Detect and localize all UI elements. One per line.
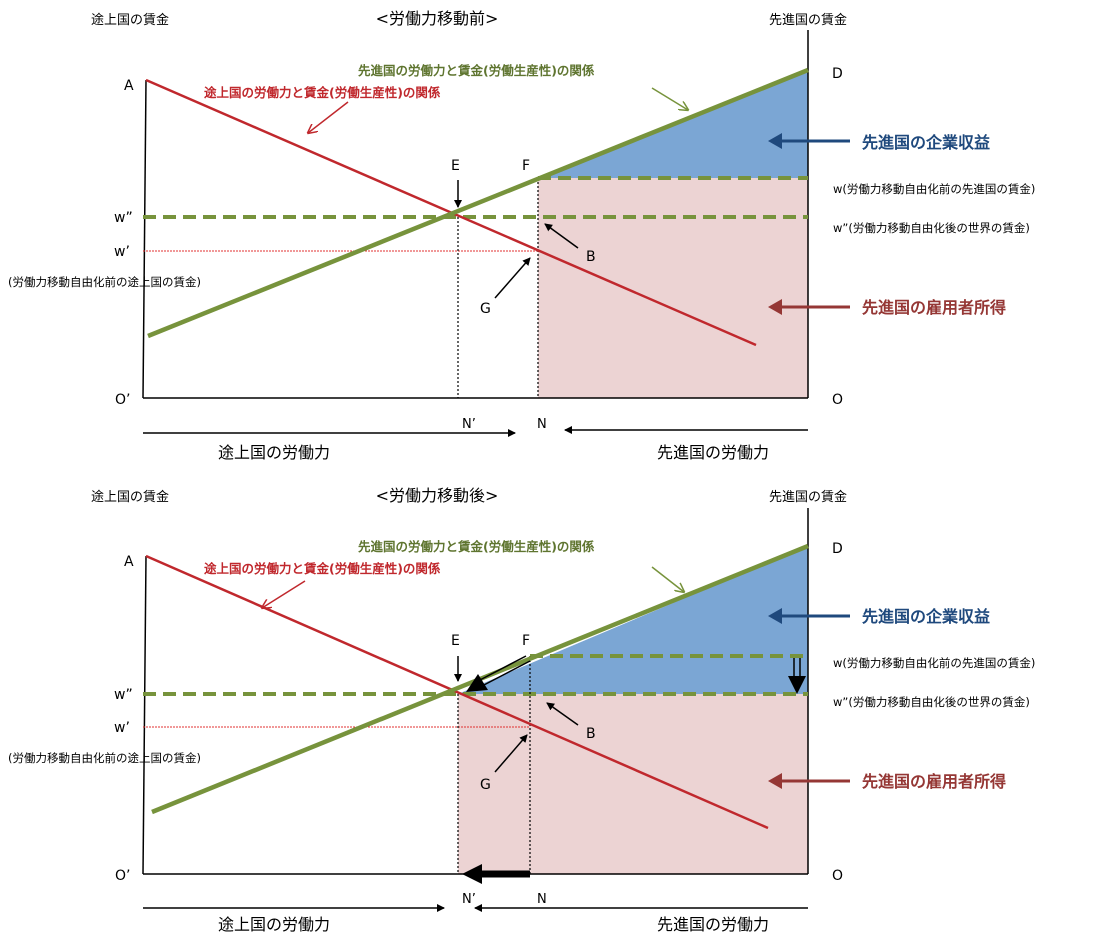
point-g: G [480, 301, 491, 317]
w-prime-note: (労働力移動自由化前の途上国の賃金) [8, 751, 201, 765]
b-arrow [544, 223, 579, 249]
point-n-prime: N’ [462, 892, 476, 907]
wage-shift-arrow-line-b [481, 660, 531, 687]
left-axis-title: 途上国の賃金 [91, 489, 169, 505]
point-d: D [832, 541, 843, 557]
origin-right: O [832, 392, 843, 408]
g-arrow [494, 734, 528, 773]
right-wage-drop-head [788, 676, 806, 694]
profit-arrow-head [768, 608, 782, 624]
panel-title: <労働力移動後> [376, 486, 499, 505]
point-a: A [124, 554, 134, 570]
g-arrow [494, 257, 531, 299]
corporate-profit-label: 先進国の企業収益 [862, 133, 990, 152]
red-label-arrow [308, 101, 349, 133]
wage-shift-arrow-line-a [477, 655, 527, 682]
left-axis [142, 555, 147, 875]
profit-arrow-head [768, 133, 782, 149]
point-b: B [586, 726, 596, 742]
advanced-labor-label: 先進国の労働力 [657, 915, 769, 933]
red-label-arrow [262, 580, 306, 608]
right-axis-title: 先進国の賃金 [769, 489, 847, 505]
developing-labor-label: 途上国の労働力 [218, 443, 330, 462]
point-n: N [537, 417, 547, 432]
point-d: D [832, 66, 843, 82]
w-label: w(労働力移動自由化前の先進国の賃金) [833, 182, 1035, 196]
w-prime-tick: w’ [114, 244, 130, 260]
w-double-tick: w” [114, 687, 133, 703]
employee-income-label: 先進国の雇用者所得 [862, 298, 1006, 317]
point-n: N [537, 892, 547, 907]
developing-labor-label: 途上国の労働力 [218, 915, 330, 933]
w-label: w(労働力移動自由化前の先進国の賃金) [833, 656, 1035, 670]
developing-curve-label: 途上国の労働力と賃金(労働生産性)の関係 [204, 85, 441, 100]
developing-curve-label: 途上国の労働力と賃金(労働生産性)の関係 [204, 561, 441, 576]
point-f: F [522, 158, 530, 174]
wage-shift-arrow-head [466, 674, 488, 692]
w-prime-tick: w’ [114, 720, 130, 736]
advanced-labor-label: 先進国の労働力 [657, 443, 769, 462]
point-f: F [522, 633, 530, 649]
labor-shift-arrow-head [462, 864, 482, 884]
green-label-arrow [651, 566, 684, 592]
advanced-curve-label: 先進国の労働力と賃金(労働生産性)の関係 [358, 63, 595, 78]
point-n-prime: N’ [462, 417, 476, 432]
point-g: G [480, 777, 491, 793]
employee-income-area [458, 694, 808, 874]
point-e: E [451, 158, 460, 174]
panel-before: <労働力移動前> 途上国の賃金 先進国の賃金 A D E F B G O’ O … [8, 9, 1035, 462]
left-axis-title: 途上国の賃金 [91, 12, 169, 28]
point-e: E [451, 633, 460, 649]
panel-after: <労働力移動後> 途上国の賃金 先進国の賃金 A D E F B G O’ O … [8, 486, 1035, 933]
point-b: B [586, 249, 596, 265]
point-a: A [124, 78, 134, 94]
w-double-tick: w” [114, 210, 133, 226]
right-axis-title: 先進国の賃金 [769, 12, 847, 28]
left-axis [142, 79, 147, 399]
employee-income-label: 先進国の雇用者所得 [862, 772, 1006, 791]
w-prime-note: (労働力移動自由化前の途上国の賃金) [8, 275, 201, 289]
origin-left: O’ [115, 868, 130, 884]
income-arrow-head [768, 773, 782, 789]
panel-title: <労働力移動前> [376, 9, 499, 28]
origin-right: O [832, 868, 843, 884]
green-label-arrow [651, 87, 688, 110]
income-arrow-head [768, 299, 782, 315]
developing-curve [145, 554, 769, 830]
employee-income-area [538, 178, 808, 398]
w-double-label: w”(労働力移動自由化後の世界の賃金) [833, 221, 1030, 235]
b-arrow [546, 702, 579, 726]
corporate-profit-label: 先進国の企業収益 [862, 607, 990, 626]
advanced-curve-label: 先進国の労働力と賃金(労働生産性)の関係 [358, 539, 595, 554]
w-double-label: w”(労働力移動自由化後の世界の賃金) [833, 695, 1030, 709]
origin-left: O’ [115, 392, 130, 408]
advanced-curve [147, 67, 809, 339]
